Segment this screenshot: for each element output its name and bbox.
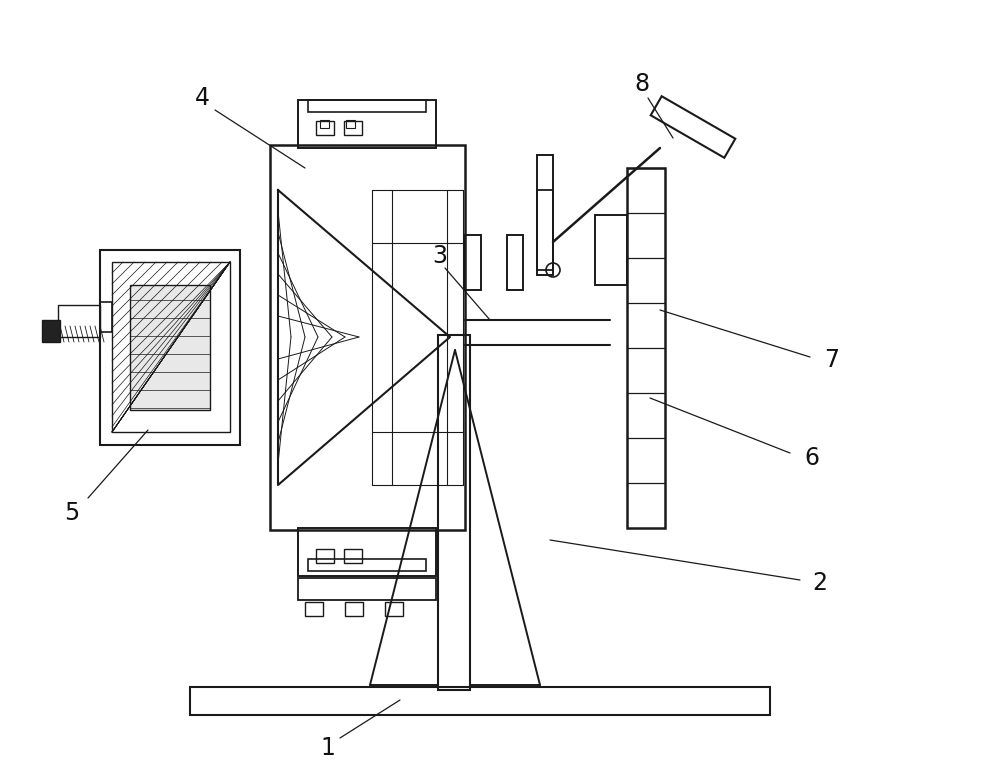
- Bar: [537, 155, 553, 275]
- Bar: [100, 250, 240, 445]
- Bar: [465, 235, 481, 290]
- Bar: [507, 235, 523, 290]
- Bar: [298, 578, 436, 600]
- Text: 3: 3: [432, 244, 448, 268]
- Bar: [112, 262, 230, 432]
- Bar: [316, 549, 334, 563]
- Bar: [385, 602, 403, 616]
- Bar: [58, 305, 100, 337]
- Bar: [595, 215, 627, 285]
- Bar: [270, 145, 465, 530]
- Bar: [438, 335, 470, 690]
- Bar: [308, 100, 426, 112]
- Bar: [345, 602, 363, 616]
- Text: 5: 5: [64, 501, 80, 525]
- Bar: [316, 121, 334, 135]
- Bar: [344, 121, 362, 135]
- Bar: [298, 528, 436, 576]
- Bar: [537, 190, 553, 270]
- Text: 6: 6: [804, 446, 820, 470]
- Bar: [344, 549, 362, 563]
- Text: 1: 1: [321, 736, 335, 760]
- Text: 7: 7: [824, 348, 840, 372]
- Bar: [130, 285, 210, 410]
- Bar: [308, 559, 426, 571]
- Bar: [42, 320, 60, 342]
- Bar: [627, 168, 665, 528]
- Text: 4: 4: [194, 86, 210, 110]
- Bar: [190, 687, 770, 715]
- Text: 8: 8: [634, 72, 650, 96]
- Text: 2: 2: [812, 571, 828, 595]
- Bar: [100, 302, 112, 332]
- Bar: [320, 120, 329, 128]
- Bar: [298, 100, 436, 148]
- Bar: [346, 120, 355, 128]
- Bar: [305, 602, 323, 616]
